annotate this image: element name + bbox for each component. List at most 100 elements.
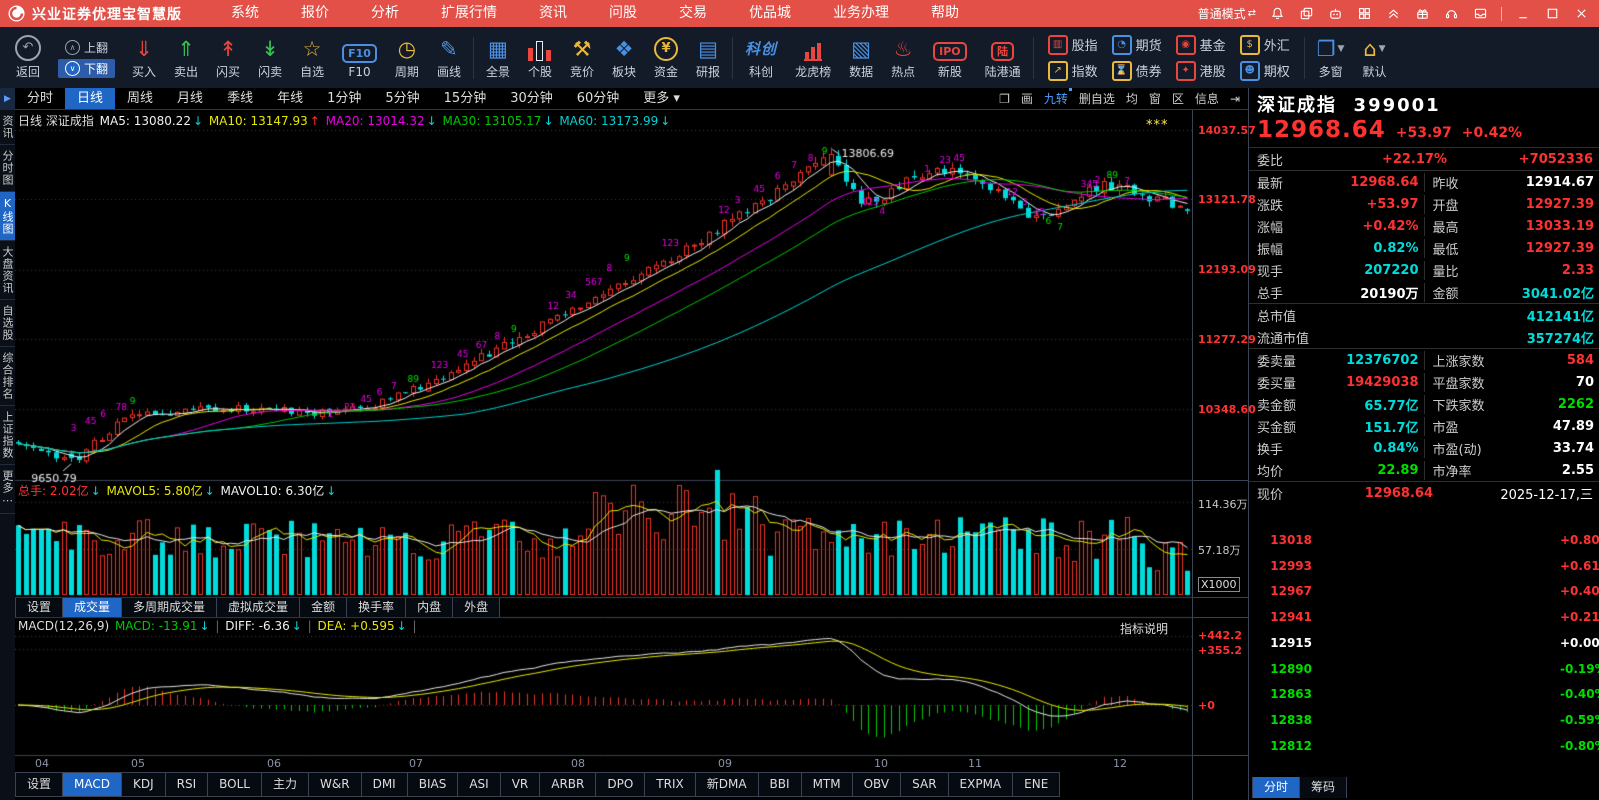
period-tab-日线[interactable]: 日线 <box>65 88 115 109</box>
volume-tab-外盘[interactable]: 外盘 <box>453 598 500 617</box>
headset-icon[interactable] <box>1443 6 1459 22</box>
indicator-tab-ARBR[interactable]: ARBR <box>540 772 596 797</box>
toolbar-item-个股[interactable]: 个股 <box>519 30 561 86</box>
indicator-tab-BIAS[interactable]: BIAS <box>408 772 459 797</box>
toolbar-item-闪卖[interactable]: ↡闪卖 <box>249 30 291 86</box>
period-tab-年线[interactable]: 年线 <box>265 88 315 109</box>
indicator-tab-BBI[interactable]: BBI <box>759 772 802 797</box>
indicator-tab-OBV[interactable]: OBV <box>853 772 902 797</box>
menu-资讯[interactable]: 资讯 <box>518 0 588 27</box>
indicator-tab-主力[interactable]: 主力 <box>262 772 309 797</box>
volume-tab-成交量[interactable]: 成交量 <box>63 598 122 617</box>
period-tab-周线[interactable]: 周线 <box>115 88 165 109</box>
period-tab-15分钟[interactable]: 15分钟 <box>432 88 499 109</box>
period-tab-30分钟[interactable]: 30分钟 <box>498 88 565 109</box>
indicator-tab-W&R[interactable]: W&R <box>309 772 362 797</box>
menu-优品城[interactable]: 优品城 <box>728 0 812 27</box>
sidebar-item-K线图[interactable]: K线图 <box>0 192 15 241</box>
menu-系统[interactable]: 系统 <box>210 0 280 27</box>
toolbar-item-龙虎榜[interactable]: 龙虎榜 <box>786 30 840 86</box>
window-copy-icon[interactable] <box>1298 6 1314 22</box>
toolbar-item-期货[interactable]: ◔期货 <box>1107 35 1167 55</box>
toolbar-item-周期[interactable]: ◷周期 <box>386 30 428 86</box>
period-tab-分时[interactable]: 分时 <box>15 88 65 109</box>
toolbar-item-闪买[interactable]: ↟闪买 <box>207 30 249 86</box>
toolbar-item-全景[interactable]: ▦全景 <box>477 30 519 86</box>
indicator-tab-SAR[interactable]: SAR <box>901 772 948 797</box>
sidebar-item-更多⋯[interactable]: 更多⋯ <box>0 465 15 514</box>
volume-tab-多周期成交量[interactable]: 多周期成交量 <box>122 598 217 617</box>
menu-报价[interactable]: 报价 <box>280 0 350 27</box>
toolbar-item-指数[interactable]: ↗指数 <box>1043 61 1103 81</box>
sidebar-item-分时图[interactable]: 分时图 <box>0 145 15 192</box>
sidebar-item-上证指数[interactable]: 上证指数 <box>0 406 15 465</box>
chart-tool-区[interactable]: 区 <box>1172 90 1184 107</box>
toolbar-item-新股[interactable]: IPO新股 <box>924 30 976 86</box>
period-tab-60分钟[interactable]: 60分钟 <box>565 88 632 109</box>
double-chevron-up-icon[interactable] <box>1385 6 1401 22</box>
volume-tab-设置[interactable]: 设置 <box>15 598 63 617</box>
volume-tab-换手率[interactable]: 换手率 <box>347 598 406 617</box>
toolbar-item-基金[interactable]: ◉基金 <box>1171 35 1231 55</box>
indicator-tab-MTM[interactable]: MTM <box>802 772 853 797</box>
toolbar-item-默认[interactable]: ⌂▼默认 <box>1353 30 1395 86</box>
chart-tool-九转[interactable]: 九转 <box>1044 90 1068 107</box>
volume-tab-内盘[interactable]: 内盘 <box>406 598 453 617</box>
chart-tool-画[interactable]: 画 <box>1021 90 1033 107</box>
toolbar-item-外汇[interactable]: $外汇 <box>1235 35 1295 55</box>
indicator-tab-DMI[interactable]: DMI <box>362 772 408 797</box>
chart-tool-⇥[interactable]: ⇥ <box>1230 92 1240 106</box>
indicator-tab-KDJ[interactable]: KDJ <box>122 772 166 797</box>
mode-switcher[interactable]: 普通模式⇄ <box>1198 5 1256 22</box>
flip-down-button[interactable]: ∨ 下翻 <box>58 59 115 78</box>
toolbar-item-板块[interactable]: ❖板块 <box>603 30 645 86</box>
toolbar-item-期权[interactable]: ☻期权 <box>1235 61 1295 81</box>
sidebar-item-自选股[interactable]: 自选股 <box>0 300 15 347</box>
maximize-button[interactable] <box>1544 6 1560 22</box>
toolbar-item-港股[interactable]: ✦港股 <box>1171 61 1231 81</box>
toolbar-item-F10[interactable]: F10F10 <box>333 30 386 86</box>
toolbar-item-画线[interactable]: ✎画线 <box>428 30 470 86</box>
back-button[interactable]: ↶ 返回 <box>6 30 50 86</box>
chart-tool-删自选[interactable]: 删自选 <box>1079 90 1115 107</box>
menu-分析[interactable]: 分析 <box>350 0 420 27</box>
menu-扩展行情[interactable]: 扩展行情 <box>420 0 518 27</box>
flip-up-button[interactable]: ∧ 上翻 <box>58 38 115 57</box>
toolbar-item-股指[interactable]: ▥股指 <box>1043 35 1103 55</box>
toolbar-item-卖出[interactable]: ⇑卖出 <box>165 30 207 86</box>
period-tab-5分钟[interactable]: 5分钟 <box>373 88 431 109</box>
period-tab-1分钟[interactable]: 1分钟 <box>315 88 373 109</box>
toolbar-item-竞价[interactable]: ⚒竞价 <box>561 30 603 86</box>
menu-交易[interactable]: 交易 <box>658 0 728 27</box>
sidebar-item-资讯[interactable]: 资讯 <box>0 110 15 145</box>
indicator-tab-RSI[interactable]: RSI <box>166 772 209 797</box>
chart-tool-均[interactable]: 均 <box>1126 90 1138 107</box>
indicator-tab-VR[interactable]: VR <box>501 772 541 797</box>
toolbar-item-资金[interactable]: ¥资金 <box>645 30 687 86</box>
chart-tool-❐[interactable]: ❐ <box>999 92 1010 106</box>
menu-业务办理[interactable]: 业务办理 <box>812 0 910 27</box>
menu-帮助[interactable]: 帮助 <box>910 0 980 27</box>
minimize-button[interactable] <box>1515 6 1531 22</box>
period-tab-月线[interactable]: 月线 <box>165 88 215 109</box>
volume-tab-虚拟成交量[interactable]: 虚拟成交量 <box>217 598 300 617</box>
toolbar-item-自选[interactable]: ☆自选 <box>291 30 333 86</box>
sidebar-item-综合排名[interactable]: 综合排名 <box>0 347 15 406</box>
period-tab-more[interactable]: 更多 ▾ <box>631 88 692 109</box>
indicator-tab-新DMA[interactable]: 新DMA <box>696 772 759 797</box>
indicator-tab-DPO[interactable]: DPO <box>596 772 645 797</box>
kline-chart-canvas[interactable] <box>15 110 1192 800</box>
close-button[interactable] <box>1573 6 1589 22</box>
toolbar-item-研报[interactable]: ▤研报 <box>687 30 729 86</box>
toolbar-item-热点[interactable]: ♨热点 <box>882 30 924 86</box>
sidebar-item-大盘资讯[interactable]: 大盘资讯 <box>0 241 15 300</box>
toolbar-item-买入[interactable]: ⇓买入 <box>123 30 165 86</box>
toolbar-item-债券[interactable]: ⌛债券 <box>1107 61 1167 81</box>
indicator-help-link[interactable]: 指标说明 <box>1120 620 1168 637</box>
inbox-icon[interactable] <box>1472 6 1488 22</box>
indicator-tab-设置[interactable]: 设置 <box>15 772 63 797</box>
indicator-tab-MACD[interactable]: MACD <box>63 772 122 797</box>
indicator-tab-ASI[interactable]: ASI <box>458 772 500 797</box>
toolbar-item-多窗[interactable]: ❐▼多窗 <box>1308 30 1354 86</box>
sidebar-expand-icon[interactable]: ▶ <box>0 88 15 110</box>
